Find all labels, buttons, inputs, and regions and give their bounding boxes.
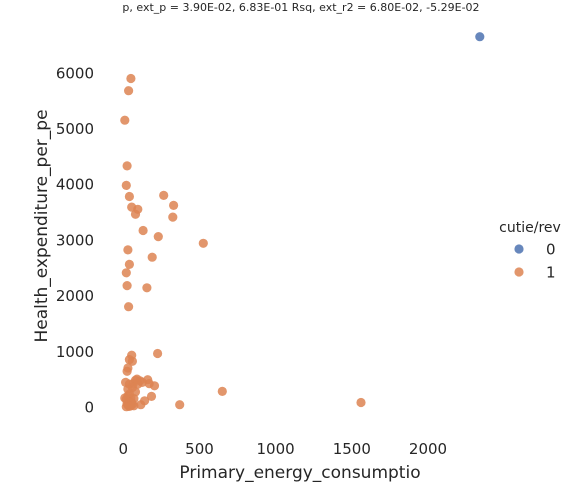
point-series-1	[124, 86, 134, 96]
y-tick-label: 1000	[56, 343, 94, 361]
point-series-1	[159, 190, 169, 200]
legend-entry-0: 0	[514, 241, 556, 259]
point-series-1	[130, 209, 141, 219]
x-axis-ticks: 0 500 1000 1500 2000	[119, 440, 448, 458]
point-series-1	[121, 268, 131, 278]
point-series-1	[138, 225, 148, 236]
legend-label: 0	[546, 241, 556, 259]
point-series-1	[136, 400, 146, 410]
point-series-1	[123, 245, 133, 255]
legend-marker	[514, 267, 524, 277]
x-axis-label: Primary_energy_consumptio	[179, 463, 420, 483]
point-series-1	[153, 232, 163, 242]
legend: cutie/rev 01	[499, 220, 561, 282]
y-tick-label: 4000	[56, 176, 94, 194]
x-tick-label: 0	[119, 440, 129, 458]
point-series-1	[124, 259, 134, 269]
point-series-1	[120, 115, 130, 125]
point-series-1	[175, 400, 185, 410]
points-layer	[120, 32, 485, 412]
point-series-1	[146, 391, 157, 401]
legend-entry-1: 1	[514, 264, 556, 282]
point-series-1	[217, 386, 227, 396]
y-axis-label: Health_expenditure_per_pe	[32, 109, 52, 342]
point-series-1	[147, 252, 157, 262]
x-tick-label: 2000	[409, 440, 447, 458]
x-tick-label: 1000	[257, 440, 295, 458]
legend-entries: 01	[514, 241, 556, 282]
point-series-1	[149, 381, 160, 391]
point-series-1	[121, 180, 131, 190]
y-tick-label: 3000	[56, 231, 94, 249]
legend-label: 1	[546, 264, 556, 282]
y-axis-ticks: 0 1000 2000 3000 4000 5000 6000	[56, 64, 94, 416]
y-tick-label: 5000	[56, 120, 94, 138]
point-series-1	[127, 356, 137, 366]
point-series-1	[198, 238, 208, 248]
point-series-1	[142, 283, 152, 293]
point-series-1	[168, 212, 178, 222]
point-series-1	[124, 191, 134, 202]
legend-marker	[514, 244, 524, 254]
y-tick-label: 6000	[56, 64, 94, 82]
legend-title: cutie/rev	[499, 220, 561, 236]
x-tick-label: 500	[185, 440, 214, 458]
point-series-1	[126, 73, 136, 84]
point-series-1	[356, 397, 366, 408]
x-tick-label: 1500	[333, 440, 371, 458]
chart-title: p, ext_p = 3.90E-02, 6.83E-01 Rsq, ext_r…	[122, 1, 479, 14]
y-tick-label: 0	[84, 398, 94, 416]
point-series-1	[153, 348, 163, 359]
y-tick-label: 2000	[56, 287, 94, 305]
point-series-1	[169, 200, 179, 210]
point-series-0	[475, 32, 485, 42]
point-series-1	[122, 366, 132, 376]
point-series-1	[124, 302, 134, 312]
point-series-1	[122, 161, 132, 171]
point-series-1	[122, 281, 132, 291]
point-series-1	[121, 402, 131, 412]
